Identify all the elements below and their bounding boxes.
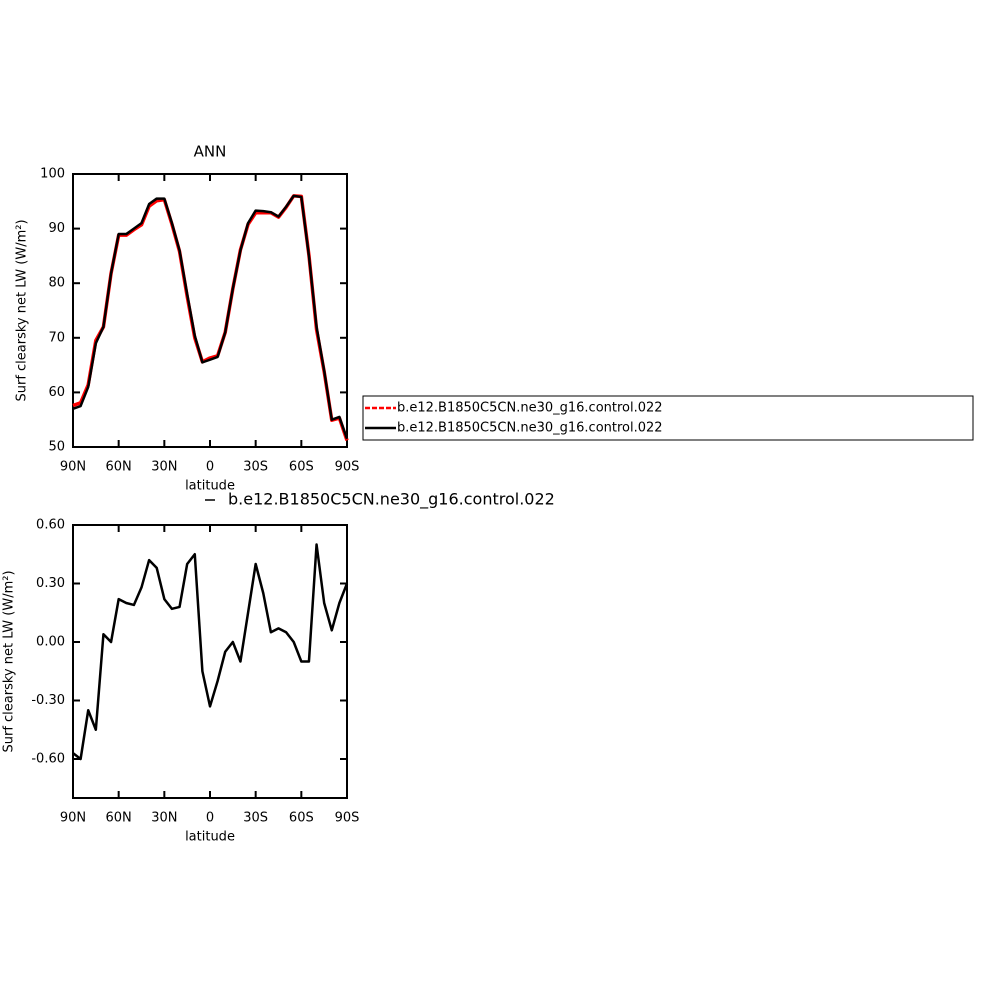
y-axis-label: Surf clearsky net LW (W/m²) — [2, 570, 17, 752]
legend-label: b.e12.B1850C5CN.ne30_g16.control.022 — [397, 401, 663, 416]
x-tick-label: 90S — [335, 811, 360, 826]
legend-label: b.e12.B1850C5CN.ne30_g16.control.022 — [228, 490, 555, 510]
x-tick-label: 90N — [60, 811, 86, 826]
x-axis-label: latitude — [185, 830, 235, 845]
y-axis-label: Surf clearsky net LW (W/m²) — [15, 219, 30, 401]
legend-label: b.e12.B1850C5CN.ne30_g16.control.022 — [397, 421, 663, 436]
x-tick-label: 60S — [289, 811, 314, 826]
x-tick-label: 90N — [60, 460, 86, 475]
x-tick-label: 0 — [206, 460, 214, 475]
plot-frame — [72, 173, 348, 448]
y-tick-label: 50 — [48, 440, 65, 455]
x-tick-label: 30N — [151, 460, 177, 475]
x-tick-label: 60S — [289, 460, 314, 475]
y-tick-label: 90 — [48, 221, 65, 236]
legend-box — [362, 395, 974, 441]
x-tick-label: 60N — [106, 460, 132, 475]
x-tick-label: 90S — [335, 460, 360, 475]
y-tick-label: -0.60 — [31, 752, 65, 767]
y-tick-label: 80 — [48, 276, 65, 291]
y-tick-label: 60 — [48, 385, 65, 400]
chart-title: ANN — [194, 143, 227, 161]
data-line — [72, 543, 349, 761]
x-tick-label: 60N — [106, 811, 132, 826]
y-tick-label: 0.60 — [36, 518, 65, 533]
y-tick-label: 0.00 — [36, 635, 65, 650]
y-tick-label: 0.30 — [36, 576, 65, 591]
y-tick-label: -0.30 — [31, 693, 65, 708]
x-tick-label: 30N — [151, 811, 177, 826]
x-tick-label: 0 — [206, 811, 214, 826]
y-tick-label: 70 — [48, 330, 65, 345]
data-line — [72, 194, 349, 440]
x-axis-label: latitude — [185, 479, 235, 494]
x-tick-label: 30S — [243, 811, 268, 826]
y-tick-label: 100 — [40, 167, 65, 182]
x-tick-label: 30S — [243, 460, 268, 475]
